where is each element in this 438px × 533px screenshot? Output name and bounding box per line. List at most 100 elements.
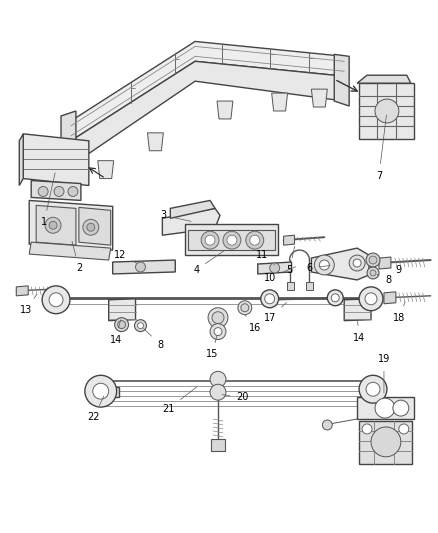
- Circle shape: [210, 324, 226, 340]
- Polygon shape: [379, 257, 391, 269]
- Circle shape: [241, 304, 249, 312]
- Text: 7: 7: [376, 115, 386, 181]
- Circle shape: [366, 253, 380, 267]
- Circle shape: [261, 290, 279, 308]
- Text: 5: 5: [286, 246, 295, 275]
- Polygon shape: [357, 397, 414, 419]
- Text: 16: 16: [245, 314, 261, 333]
- Text: 3: 3: [160, 211, 191, 221]
- Circle shape: [223, 231, 241, 249]
- Circle shape: [393, 400, 409, 416]
- Text: 10: 10: [264, 266, 296, 283]
- Circle shape: [87, 223, 95, 231]
- Circle shape: [205, 235, 215, 245]
- Polygon shape: [359, 83, 414, 139]
- Polygon shape: [23, 134, 89, 185]
- Polygon shape: [162, 208, 220, 235]
- Polygon shape: [334, 54, 349, 106]
- Circle shape: [134, 320, 146, 332]
- Circle shape: [115, 318, 129, 332]
- Text: 15: 15: [206, 336, 218, 359]
- Polygon shape: [16, 286, 28, 296]
- Circle shape: [210, 384, 226, 400]
- Circle shape: [375, 398, 395, 418]
- Text: 19: 19: [378, 354, 390, 393]
- Polygon shape: [113, 260, 175, 274]
- Polygon shape: [36, 205, 76, 245]
- Polygon shape: [29, 242, 111, 260]
- Circle shape: [366, 382, 380, 396]
- Text: 11: 11: [256, 250, 275, 265]
- Circle shape: [250, 235, 260, 245]
- Polygon shape: [217, 101, 233, 119]
- Polygon shape: [71, 42, 344, 141]
- Circle shape: [359, 287, 383, 311]
- Circle shape: [38, 187, 48, 197]
- Circle shape: [83, 219, 99, 235]
- Circle shape: [399, 424, 409, 434]
- Circle shape: [322, 420, 332, 430]
- Circle shape: [227, 235, 237, 245]
- Circle shape: [42, 286, 70, 314]
- Circle shape: [349, 255, 365, 271]
- Circle shape: [365, 293, 377, 305]
- Text: 22: 22: [88, 396, 104, 422]
- Circle shape: [212, 312, 224, 324]
- Text: 9: 9: [396, 262, 404, 275]
- Polygon shape: [384, 292, 396, 304]
- Polygon shape: [311, 89, 327, 107]
- Circle shape: [371, 427, 401, 457]
- Circle shape: [369, 256, 377, 264]
- Circle shape: [353, 259, 361, 267]
- Polygon shape: [79, 207, 111, 245]
- Polygon shape: [71, 61, 344, 166]
- Circle shape: [118, 321, 126, 329]
- Circle shape: [370, 270, 376, 276]
- Polygon shape: [307, 282, 314, 290]
- Text: 14: 14: [110, 320, 122, 344]
- Circle shape: [49, 221, 57, 229]
- Polygon shape: [185, 224, 278, 255]
- Circle shape: [314, 255, 334, 275]
- Polygon shape: [357, 75, 411, 83]
- Circle shape: [210, 372, 226, 387]
- Circle shape: [49, 293, 63, 307]
- Circle shape: [135, 262, 145, 272]
- Polygon shape: [29, 200, 113, 250]
- Text: 6: 6: [306, 263, 330, 273]
- Circle shape: [270, 263, 279, 273]
- Circle shape: [265, 294, 275, 304]
- Polygon shape: [359, 421, 412, 464]
- Polygon shape: [31, 181, 81, 200]
- Circle shape: [68, 187, 78, 197]
- Text: 8: 8: [377, 274, 392, 285]
- Circle shape: [359, 375, 387, 403]
- Text: 4: 4: [193, 251, 225, 275]
- Polygon shape: [170, 200, 215, 219]
- Circle shape: [54, 187, 64, 197]
- Circle shape: [367, 267, 379, 279]
- Polygon shape: [98, 160, 114, 179]
- Circle shape: [45, 217, 61, 233]
- Polygon shape: [94, 387, 119, 397]
- Polygon shape: [148, 133, 163, 151]
- Text: 18: 18: [393, 302, 405, 322]
- Circle shape: [331, 294, 339, 302]
- Text: 20: 20: [222, 392, 249, 402]
- Text: 17: 17: [264, 303, 286, 322]
- Circle shape: [201, 231, 219, 249]
- Polygon shape: [61, 111, 76, 175]
- Circle shape: [375, 99, 399, 123]
- Polygon shape: [19, 134, 23, 185]
- Circle shape: [138, 322, 144, 329]
- Circle shape: [85, 375, 117, 407]
- Text: 12: 12: [114, 250, 137, 263]
- Circle shape: [246, 231, 264, 249]
- Circle shape: [238, 301, 252, 314]
- Polygon shape: [311, 248, 369, 280]
- Circle shape: [319, 260, 329, 270]
- Text: 21: 21: [162, 387, 197, 414]
- Polygon shape: [272, 93, 288, 111]
- Text: 2: 2: [72, 241, 82, 273]
- Circle shape: [362, 424, 372, 434]
